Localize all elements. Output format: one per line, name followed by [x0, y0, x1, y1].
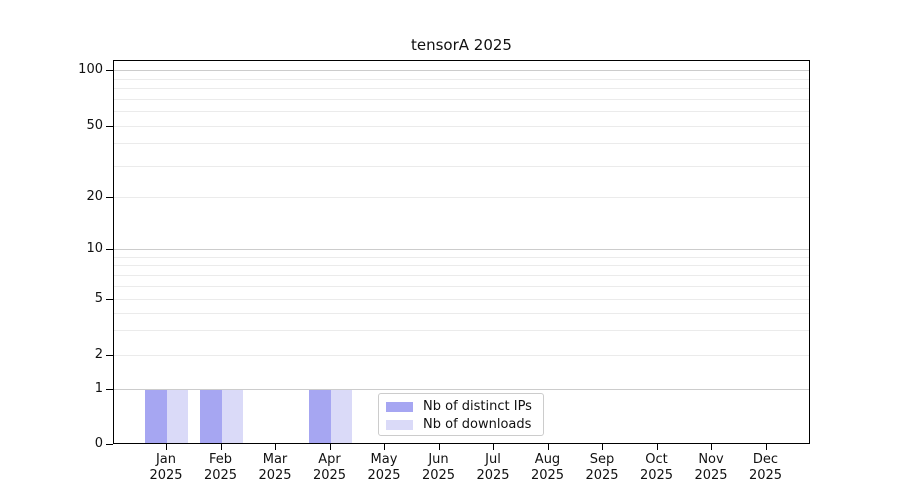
bar-downloads — [221, 390, 243, 443]
legend-swatch-downloads-icon — [386, 419, 413, 430]
x-tick-mark — [166, 444, 167, 450]
y-tick-mark — [106, 70, 113, 71]
legend-entry-downloads: Nb of downloads — [386, 416, 536, 433]
gridline-minor — [114, 143, 809, 145]
x-tick-year: 2025 — [530, 468, 565, 483]
x-tick-year: 2025 — [312, 468, 347, 483]
gridline-minor — [114, 165, 809, 167]
gridline-minor — [114, 330, 809, 332]
bar-distinct-ips — [199, 390, 222, 443]
x-tick-month: Oct — [645, 452, 668, 467]
x-tick-year: 2025 — [585, 468, 619, 483]
x-tick-year: 2025 — [421, 468, 456, 483]
gridline-minor — [114, 299, 809, 300]
gridline-minor — [114, 78, 809, 80]
y-tick-label: 2 — [94, 347, 103, 362]
x-tick-label: Mar 2025 — [243, 452, 307, 484]
gridline-minor — [114, 285, 809, 287]
gridline-minor — [114, 256, 809, 258]
gridline-minor — [114, 355, 809, 356]
x-tick-label: Jun 2025 — [407, 452, 471, 484]
x-tick-label: May 2025 — [352, 452, 416, 484]
y-tick-label: 5 — [94, 291, 103, 306]
y-tick-label: 1 — [94, 381, 103, 396]
x-tick-mark — [493, 444, 494, 450]
x-tick-year: 2025 — [748, 468, 783, 483]
x-tick-month: Aug — [534, 452, 561, 467]
y-tick-mark — [106, 355, 113, 356]
x-tick-label: Nov 2025 — [679, 452, 743, 484]
gridline-minor — [114, 111, 809, 113]
legend-entry-distinct-ips: Nb of distinct IPs — [386, 398, 536, 415]
x-tick-month: Sep — [589, 452, 615, 467]
bar-distinct-ips — [145, 390, 167, 443]
gridline-minor — [114, 98, 809, 100]
x-tick-label: Dec 2025 — [734, 452, 798, 484]
y-tick-mark — [106, 197, 113, 198]
x-tick-label: Apr 2025 — [298, 452, 362, 484]
y-tick-label: 50 — [86, 118, 103, 133]
gridline-minor — [114, 265, 809, 267]
x-tick-year: 2025 — [694, 468, 728, 483]
x-tick-mark — [765, 444, 767, 450]
gridline-minor — [114, 274, 809, 276]
x-tick-month: Jun — [428, 452, 449, 467]
x-tick-mark — [602, 444, 603, 450]
x-tick-mark — [656, 444, 658, 450]
bar-distinct-ips — [308, 390, 331, 443]
x-tick-label: Aug 2025 — [516, 452, 580, 484]
x-tick-label: Jul 2025 — [461, 452, 525, 484]
x-tick-label: Feb 2025 — [189, 452, 253, 484]
x-tick-year: 2025 — [476, 468, 510, 483]
legend: Nb of distinct IPs Nb of downloads — [378, 393, 544, 436]
y-tick-label: 100 — [78, 62, 103, 77]
x-tick-mark — [220, 444, 222, 450]
x-tick-label: Sep 2025 — [570, 452, 634, 484]
y-tick-label: 0 — [94, 435, 103, 451]
x-tick-month: Jul — [485, 452, 501, 467]
x-tick-month: Dec — [752, 452, 779, 467]
x-tick-year: 2025 — [258, 468, 292, 483]
x-tick-month: May — [370, 452, 398, 467]
x-tick-mark — [711, 444, 712, 450]
x-tick-year: 2025 — [367, 468, 401, 483]
x-tick-mark — [438, 444, 440, 450]
gridline-minor — [114, 197, 809, 198]
x-tick-label: Oct 2025 — [625, 452, 689, 484]
x-tick-year: 2025 — [639, 468, 674, 483]
gridline-major — [114, 249, 809, 250]
y-tick-mark — [106, 249, 113, 250]
x-tick-mark — [547, 444, 549, 450]
x-tick-mark — [384, 444, 385, 450]
x-tick-mark — [275, 444, 276, 450]
gridline-minor — [114, 126, 809, 127]
x-tick-year: 2025 — [149, 468, 183, 483]
y-tick-label: 20 — [86, 189, 103, 204]
gridline-major — [114, 70, 809, 71]
y-tick-mark — [106, 389, 113, 390]
x-tick-month: Mar — [262, 452, 288, 467]
gridline-minor — [114, 312, 809, 314]
bar-downloads — [167, 390, 188, 443]
y-tick-mark — [106, 444, 113, 445]
chart-title: tensorA 2025 — [411, 36, 512, 54]
plot-area — [113, 60, 810, 444]
x-tick-month: Jan — [155, 452, 177, 467]
x-tick-month: Apr — [318, 452, 341, 467]
x-tick-month: Feb — [208, 452, 233, 467]
x-tick-month: Nov — [698, 452, 724, 467]
y-tick-label: 10 — [86, 241, 103, 256]
y-tick-mark — [106, 299, 113, 300]
legend-swatch-distinct-ips-icon — [386, 401, 413, 412]
gridline-major — [114, 389, 809, 390]
x-tick-year: 2025 — [203, 468, 238, 483]
legend-label-distinct-ips: Nb of distinct IPs — [423, 399, 532, 414]
gridline-minor — [114, 88, 809, 90]
y-tick-mark — [106, 126, 113, 127]
x-tick-label: Jan 2025 — [134, 452, 198, 484]
bar-downloads — [330, 390, 352, 443]
legend-label-downloads: Nb of downloads — [423, 417, 532, 432]
x-tick-mark — [329, 444, 331, 450]
